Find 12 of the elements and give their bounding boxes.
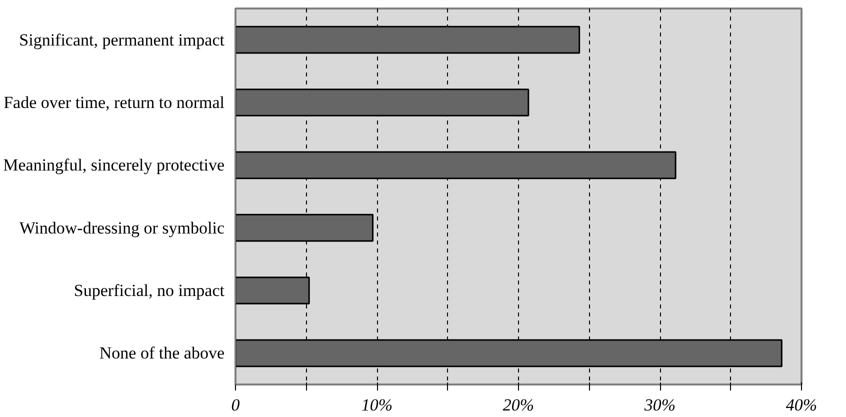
bar [236, 88, 530, 116]
y-tick-label: Superficial, no impact [74, 281, 225, 300]
y-tick-label: Meaningful, sincerely protective [3, 156, 224, 175]
x-tick-label: 10% [361, 396, 393, 414]
x-tick-label: 40% [786, 396, 818, 414]
y-tick-label: Significant, permanent impact [19, 30, 225, 50]
x-tick-label: 20% [502, 396, 534, 414]
y-tick-label: Window-dressing or symbolic [19, 218, 225, 238]
y-tick-label: Fade over time, return to normal [4, 93, 225, 112]
y-tick-label: None of the above [99, 344, 224, 363]
x-tick-label: 0 [231, 396, 240, 414]
x-tick-label: 30% [643, 396, 676, 414]
